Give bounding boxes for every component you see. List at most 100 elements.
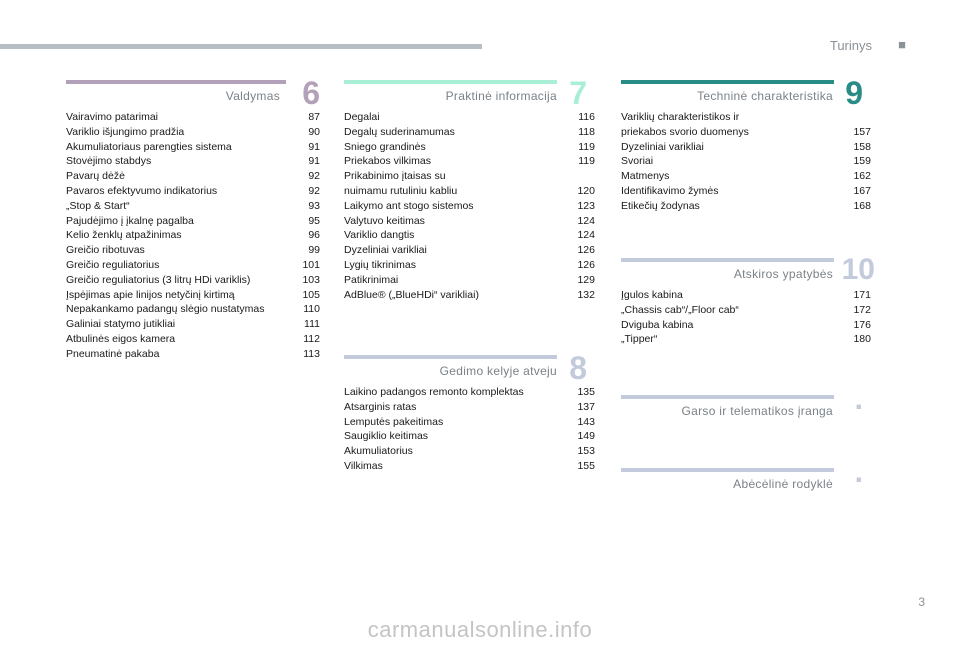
entry-list: Laikino padangos remonto komplektas 135 At… xyxy=(344,385,595,474)
header-bar xyxy=(0,44,482,49)
toc-entry[interactable]: Atbulinės eigos kamera 112 xyxy=(66,332,320,347)
section-bar xyxy=(621,468,834,472)
toc-entry-page: 119 xyxy=(578,155,595,168)
toc-entry-page: 92 xyxy=(308,184,320,197)
toc-entry-label: Variklių charakteristikos ir priekabos s… xyxy=(621,111,749,138)
toc-entry-label: Greičio reguliatorius xyxy=(66,258,160,271)
toc-entry[interactable]: Akumuliatoriaus parengties sistema 91 xyxy=(66,140,320,155)
entry-list: Degalai 116 Degalų suderinamumas 118 Sniego … xyxy=(344,110,595,302)
toc-entry-label: Dyzeliniai varikliai xyxy=(621,140,704,153)
section-title[interactable]: Techninė charakteristika xyxy=(697,89,833,103)
toc-entry-page: 123 xyxy=(577,199,595,212)
toc-entry[interactable]: Sniego grandinės 119 xyxy=(344,140,595,155)
toc-entry-page: 101 xyxy=(302,258,320,271)
toc-entry[interactable]: Greičio reguliatorius 101 xyxy=(66,258,320,273)
toc-entry[interactable]: Saugiklio keitimas 149 xyxy=(344,429,595,444)
toc-entry[interactable]: Laikymo ant stogo sistemos 123 xyxy=(344,199,595,214)
toc-entry[interactable]: AdBlue® („BlueHDi“ varikliai) 132 xyxy=(344,288,595,303)
toc-entry[interactable]: Pavaros efektyvumo indikatorius 92 xyxy=(66,184,320,199)
toc-entry[interactable]: Svoriai 159 xyxy=(621,154,871,169)
toc-entry[interactable]: Dyzeliniai varikliai 158 xyxy=(621,140,871,155)
toc-entry[interactable]: Galiniai statymo jutikliai 111 xyxy=(66,317,320,332)
section-bar xyxy=(344,80,557,84)
section-title[interactable]: Praktinė informacija xyxy=(445,89,557,103)
section-title[interactable]: Gedimo kelyje atveju xyxy=(439,364,557,378)
toc-entry[interactable]: Nepakankamo padangų slėgio nustatymas 110 xyxy=(66,302,320,317)
section-number: 6 xyxy=(302,75,320,111)
page-header-title: Turinys xyxy=(829,38,872,53)
toc-entry[interactable]: Vilkimas 155 xyxy=(344,459,595,474)
toc-entry[interactable]: Variklio dangtis 124 xyxy=(344,228,595,243)
section-number: 10 xyxy=(841,253,875,286)
header-dot-icon: ■ xyxy=(898,37,906,52)
toc-entry[interactable]: Identifikavimo žymės 167 xyxy=(621,184,871,199)
toc-entry[interactable]: Variklio išjungimo pradžia 90 xyxy=(66,125,320,140)
toc-entry-page: 103 xyxy=(302,273,320,286)
toc-entry-label: Variklio išjungimo pradžia xyxy=(66,125,185,138)
toc-entry-label: Valytuvo keitimas xyxy=(344,214,425,227)
toc-entry-label: Akumuliatorius xyxy=(344,445,413,458)
toc-entry[interactable]: Degalai 116 xyxy=(344,110,595,125)
toc-entry[interactable]: Greičio reguliatorius (3 litrų HDi varik… xyxy=(66,273,320,288)
toc-entry[interactable]: Akumuliatorius 153 xyxy=(344,444,595,459)
toc-entry-label: Laikymo ant stogo sistemos xyxy=(344,199,474,212)
toc-entry[interactable]: Patikrinimai 129 xyxy=(344,273,595,288)
toc-entry[interactable]: Vairavimo patarimai 87 xyxy=(66,110,320,125)
section-title[interactable]: Garso ir telematikos įranga xyxy=(681,404,833,418)
section-title[interactable]: Valdymas xyxy=(225,89,280,103)
toc-entry[interactable]: Atsarginis ratas 137 xyxy=(344,400,595,415)
toc-entry[interactable]: „Stop & Start“ 93 xyxy=(66,199,320,214)
toc-entry[interactable]: Priekabos vilkimas 119 xyxy=(344,154,595,169)
toc-entry[interactable]: Lygių tikrinimas 126 xyxy=(344,258,595,273)
toc-entry-label: Etikečių žodynas xyxy=(621,199,700,212)
toc-entry-page: 116 xyxy=(578,111,595,123)
toc-entry[interactable]: Įspėjimas apie linijos netyčinį kirtimą 1… xyxy=(66,288,320,303)
toc-entry[interactable]: Degalų suderinamumas 118 xyxy=(344,125,595,140)
toc-entry-label: Lemputės pakeitimas xyxy=(344,415,444,428)
toc-entry-page: 155 xyxy=(577,459,595,472)
section-title[interactable]: Atskiros ypatybės xyxy=(733,267,833,281)
toc-entry[interactable]: Greičio ribotuvas 99 xyxy=(66,243,320,258)
toc-entry[interactable]: Pajudėjimo į įkalnę pagalba 95 xyxy=(66,214,320,229)
toc-entry-label: Pavaros efektyvumo indikatorius xyxy=(66,184,218,197)
toc-entry-page: 171 xyxy=(853,289,871,301)
section-bar xyxy=(621,395,834,399)
toc-entry-label: „Stop & Start“ xyxy=(66,199,130,212)
toc-entry[interactable]: Pavarų dėžė 92 xyxy=(66,169,320,184)
toc-entry-page: 153 xyxy=(577,445,595,458)
toc-entry-page: 132 xyxy=(577,288,595,301)
toc-entry-label: Identifikavimo žymės xyxy=(621,184,719,197)
toc-entry[interactable]: Lemputės pakeitimas 143 xyxy=(344,415,595,430)
toc-entry[interactable]: Įgulos kabina 171 xyxy=(621,288,871,303)
toc-entry-page: 96 xyxy=(308,229,320,242)
toc-entry-page: 124 xyxy=(577,214,595,227)
toc-entry[interactable]: Dyzeliniai varikliai 126 xyxy=(344,243,595,258)
toc-entry[interactable]: Pneumatinė pakaba 113 xyxy=(66,347,320,362)
toc-entry[interactable]: „Tipper“ 180 xyxy=(621,332,871,347)
toc-entry[interactable]: Stovėjimo stabdys 91 xyxy=(66,154,320,169)
toc-entry[interactable]: Matmenys 162 xyxy=(621,169,871,184)
toc-entry-label: Akumuliatoriaus parengties sistema xyxy=(66,140,232,153)
section-bar xyxy=(344,355,557,359)
toc-entry[interactable]: Dviguba kabina 176 xyxy=(621,318,871,333)
toc-entry-label: Saugiklio keitimas xyxy=(344,430,429,443)
toc-entry-label: Įspėjimas apie linijos netyčinį kirtimą xyxy=(66,288,235,301)
toc-entry-page: 167 xyxy=(853,184,871,197)
section-number: . xyxy=(854,383,863,416)
section-bar xyxy=(621,80,834,84)
toc-entry-label: Vairavimo patarimai xyxy=(66,111,159,123)
section-title[interactable]: Abėcėlinė rodyklė xyxy=(733,477,833,491)
toc-entry[interactable]: Etikečių žodynas 168 xyxy=(621,199,871,214)
toc-entry-page: 137 xyxy=(577,400,595,413)
toc-entry-label: Matmenys xyxy=(621,170,670,183)
toc-entry[interactable]: Variklių charakteristikos ir priekabos s… xyxy=(621,110,871,140)
toc-entry-page: 149 xyxy=(577,430,595,443)
toc-entry[interactable]: Laikino padangos remonto komplektas 135 xyxy=(344,385,595,400)
toc-entry-label: Lygių tikrinimas xyxy=(344,258,416,271)
toc-entry[interactable]: „Chassis cab“/„Floor cab“ 172 xyxy=(621,303,871,318)
toc-entry[interactable]: Kelio ženklų atpažinimas 96 xyxy=(66,228,320,243)
toc-entry-page: 99 xyxy=(308,244,320,257)
toc-entry-label: „Chassis cab“/„Floor cab“ xyxy=(621,303,739,316)
toc-entry[interactable]: Valytuvo keitimas 124 xyxy=(344,214,595,229)
toc-entry[interactable]: Prikabinimo įtaisas su nuimamu rutuliniu… xyxy=(344,169,595,199)
